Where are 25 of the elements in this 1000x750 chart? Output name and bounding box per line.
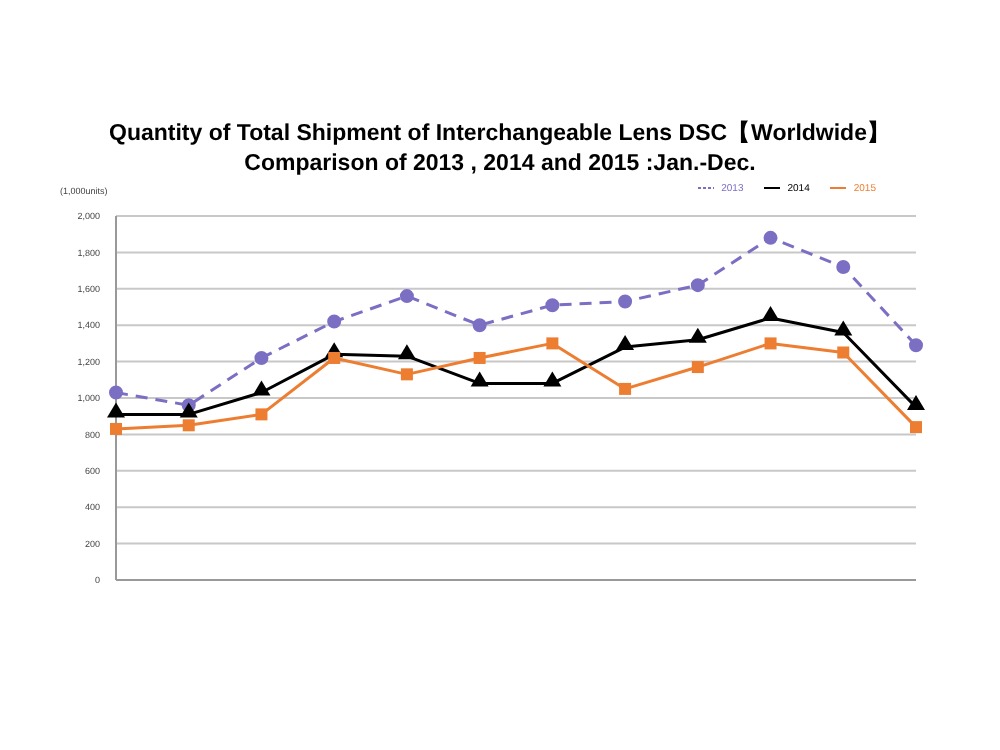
point bbox=[618, 294, 633, 309]
point bbox=[473, 351, 486, 364]
point bbox=[545, 298, 560, 313]
point bbox=[910, 421, 922, 434]
point bbox=[691, 361, 704, 374]
point bbox=[400, 368, 413, 381]
point bbox=[399, 289, 414, 304]
chart-title: Quantity of Total Shipment of Interchangeable Lens DSC【Worldwide】 bbox=[107, 120, 893, 150]
point bbox=[763, 230, 778, 245]
point bbox=[110, 422, 122, 435]
point bbox=[328, 351, 341, 364]
point bbox=[109, 385, 123, 400]
point bbox=[255, 408, 268, 421]
point bbox=[546, 337, 559, 350]
point bbox=[837, 346, 850, 359]
point bbox=[472, 318, 487, 333]
point bbox=[690, 278, 705, 293]
point bbox=[909, 338, 923, 353]
chart-subtitle: Comparison of 2013 , 2014 and 2015 :Jan.-Dec. bbox=[242, 150, 758, 180]
point bbox=[254, 350, 269, 365]
point bbox=[764, 337, 777, 350]
point bbox=[836, 259, 851, 274]
point bbox=[182, 419, 195, 432]
point bbox=[327, 314, 342, 329]
point bbox=[619, 382, 632, 395]
